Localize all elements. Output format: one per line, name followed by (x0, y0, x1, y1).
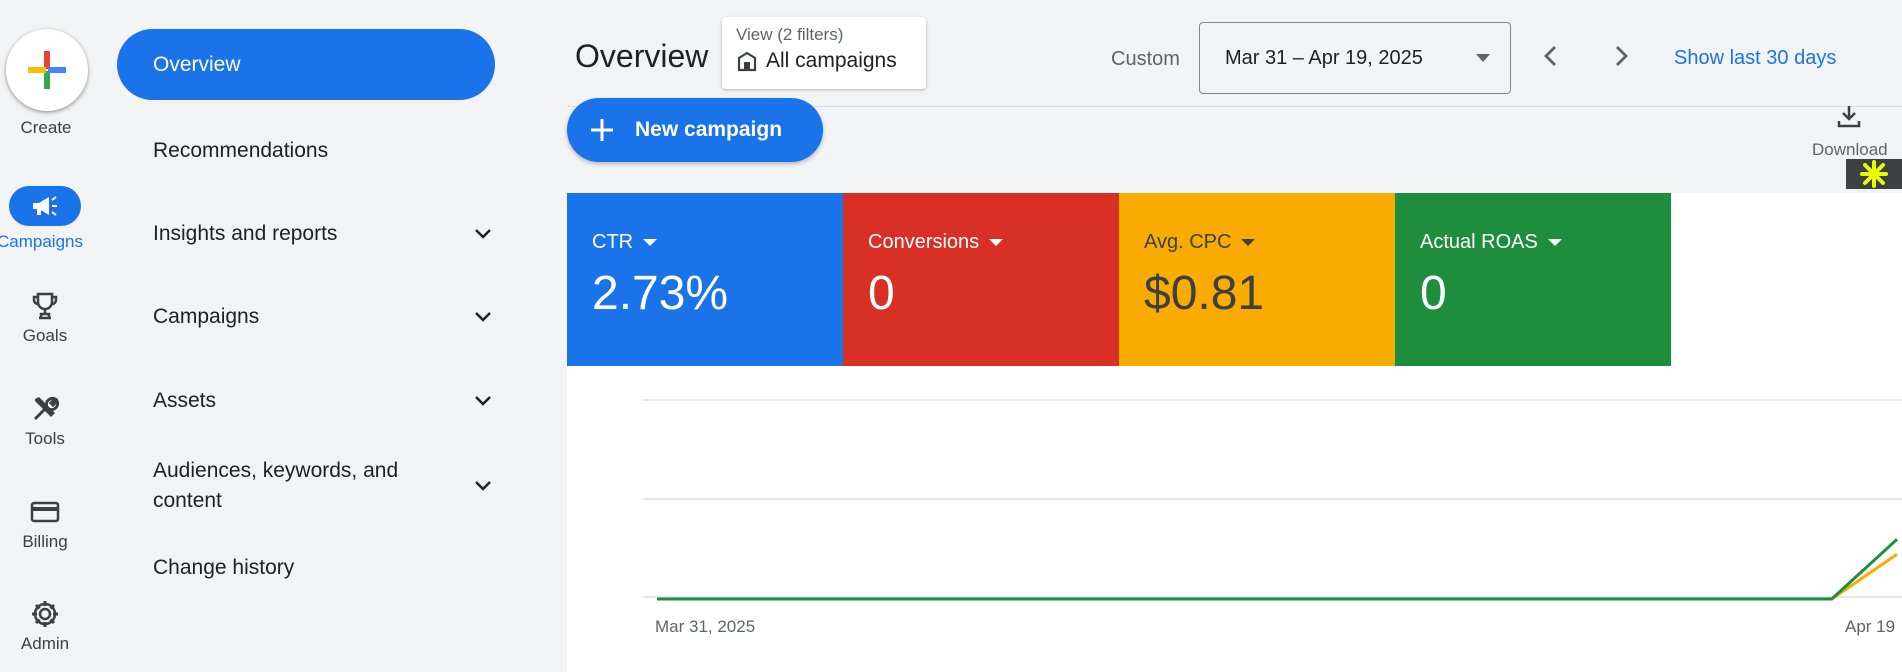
create-label: Create (20, 118, 72, 137)
nav-item-label: Insights and reports (153, 222, 338, 245)
nav-item-campaigns[interactable]: Campaigns (117, 302, 495, 332)
download-button[interactable]: Download (1812, 103, 1902, 160)
new-campaign-button[interactable]: New campaign (567, 98, 823, 162)
rail-item-label: Tools (25, 429, 65, 448)
chart-series-line (657, 552, 1898, 601)
chart-x-tick-label: Mar 31, 2025 (655, 617, 755, 636)
page-title: Overview (575, 38, 709, 74)
chevron-down-icon (475, 229, 491, 239)
megaphone-icon (33, 196, 57, 216)
caret-down-icon (643, 239, 658, 246)
nav-menu: Overview Recommendations Insights and re… (100, 0, 568, 672)
chart-x-tick-label: Apr 19 (1845, 617, 1895, 636)
caret-down-icon (1476, 54, 1490, 62)
nav-item-assets[interactable]: Assets (117, 386, 495, 416)
nav-item-overview[interactable]: Overview (117, 29, 495, 100)
nav-item-label: Overview (153, 52, 241, 76)
chevron-right-icon[interactable] (1607, 42, 1635, 70)
chevron-down-icon (475, 396, 491, 406)
tools-icon (33, 396, 60, 421)
left-rail: Create Campaigns Goals Tools (0, 0, 90, 672)
main-content: Overview View (2 filters) All campaigns … (567, 0, 1902, 672)
scorecard-metric: Conversions (868, 231, 980, 253)
view-filter-value: All campaigns (766, 49, 897, 72)
chart-series-line (657, 538, 1899, 601)
nav-item-label: Campaigns (153, 305, 260, 328)
show-last-30-days-link[interactable]: Show last 30 days (1674, 47, 1837, 69)
chevron-left-icon[interactable] (1537, 42, 1565, 70)
download-icon (1837, 106, 1861, 128)
nav-item-label: Recommendations (153, 139, 329, 162)
caret-down-icon (989, 239, 1004, 246)
building-icon (737, 51, 757, 72)
download-label: Download (1812, 140, 1888, 159)
asterisk-icon (1860, 160, 1888, 188)
performance-panel: CTR 2.73% Conversions 0 Avg. CPC $0.81 A… (567, 193, 1902, 672)
scorecard-value: 0 (1420, 267, 1447, 320)
campaigns-pill (9, 186, 81, 226)
plus-icon (591, 119, 613, 141)
nav-item-audiences[interactable]: Audiences, keywords, and content (117, 455, 495, 517)
nav-item-label: Assets (153, 389, 217, 412)
date-mode-label: Custom (1111, 48, 1180, 70)
rail-item-label: Campaigns (0, 232, 83, 251)
rail-item-goals[interactable]: Goals (0, 290, 90, 346)
scorecard-value: 2.73% (592, 267, 729, 320)
trophy-icon (32, 292, 58, 320)
nav-item-change-history[interactable]: Change history (117, 553, 495, 583)
side-widget-badge[interactable] (1846, 159, 1902, 189)
scorecard-ctr[interactable]: CTR 2.73% (567, 193, 843, 366)
rail-item-label: Billing (22, 532, 68, 551)
caret-down-icon (1547, 239, 1562, 246)
plus-colored-icon (28, 51, 66, 89)
rail-item-admin[interactable]: Admin (0, 598, 90, 654)
chevron-down-icon (475, 312, 491, 322)
nav-item-label: Change history (153, 556, 295, 579)
gear-icon (32, 601, 58, 627)
rail-item-label: Goals (22, 326, 68, 345)
scorecard-metric: Actual ROAS (1420, 231, 1538, 253)
rail-item-campaigns[interactable]: Campaigns (0, 186, 90, 252)
chevron-down-icon (475, 481, 491, 491)
view-filter-button[interactable]: View (2 filters) All campaigns (722, 17, 926, 89)
caret-down-icon (1241, 239, 1256, 246)
new-campaign-label: New campaign (635, 118, 783, 141)
scorecard-conversions[interactable]: Conversions 0 (843, 193, 1119, 366)
nav-item-recommendations[interactable]: Recommendations (117, 136, 495, 166)
date-range-value: Mar 31 – Apr 19, 2025 (1225, 46, 1423, 69)
scorecard-value: 0 (868, 267, 895, 320)
create-button[interactable] (6, 29, 88, 111)
scorecard-value: $0.81 (1144, 267, 1265, 320)
scorecard-metric: CTR (592, 231, 634, 253)
credit-card-icon (30, 501, 60, 523)
nav-item-insights[interactable]: Insights and reports (117, 219, 495, 249)
rail-item-billing[interactable]: Billing (0, 496, 90, 552)
scorecard-avg-cpc[interactable]: Avg. CPC $0.81 (1119, 193, 1395, 366)
date-range-select[interactable]: Mar 31 – Apr 19, 2025 (1199, 22, 1511, 94)
header-divider (567, 106, 1902, 107)
rail-item-tools[interactable]: Tools (0, 393, 90, 449)
scorecard-metric: Avg. CPC (1144, 231, 1232, 253)
view-filter-count: View (2 filters) (736, 25, 844, 44)
performance-chart: Mar 31, 2025 Apr 19 (643, 399, 1902, 636)
nav-item-label: Audiences, keywords, and content (153, 459, 399, 512)
rail-item-label: Admin (20, 634, 70, 653)
scorecard-actual-roas[interactable]: Actual ROAS 0 (1395, 193, 1671, 366)
